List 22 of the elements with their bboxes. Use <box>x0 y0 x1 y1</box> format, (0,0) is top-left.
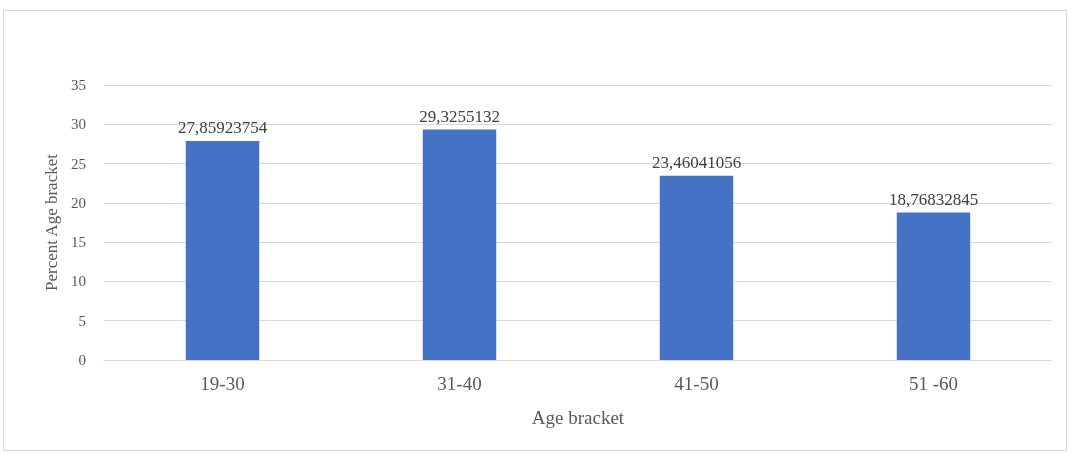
bar <box>896 212 971 360</box>
y-tick-label: 0 <box>78 352 86 368</box>
y-tick-label: 10 <box>71 273 86 290</box>
y-axis-title: Percent Age bracket <box>42 153 62 291</box>
x-tick-label: 51 -60 <box>908 373 959 394</box>
y-tick-label: 35 <box>71 77 86 93</box>
x-tick-label: 19-30 <box>200 373 245 394</box>
bar <box>422 129 497 360</box>
data-label: 18,76832845 <box>888 189 979 209</box>
bar <box>185 141 260 360</box>
y-tick-label: 5 <box>78 312 86 329</box>
data-label: 27,85923754 <box>177 118 268 138</box>
y-tick-label: 30 <box>71 116 86 133</box>
data-label: 29,3255132 <box>419 106 500 126</box>
y-tick-label: 15 <box>71 234 86 251</box>
x-tick-label: 31-40 <box>437 373 482 394</box>
x-tick-label: 41-50 <box>674 373 719 394</box>
data-label: 23,46041056 <box>651 152 742 172</box>
y-tick-label: 20 <box>71 194 86 211</box>
x-axis-title: Age bracket <box>531 407 625 428</box>
y-tick-label: 25 <box>71 155 86 172</box>
bar <box>659 175 734 360</box>
